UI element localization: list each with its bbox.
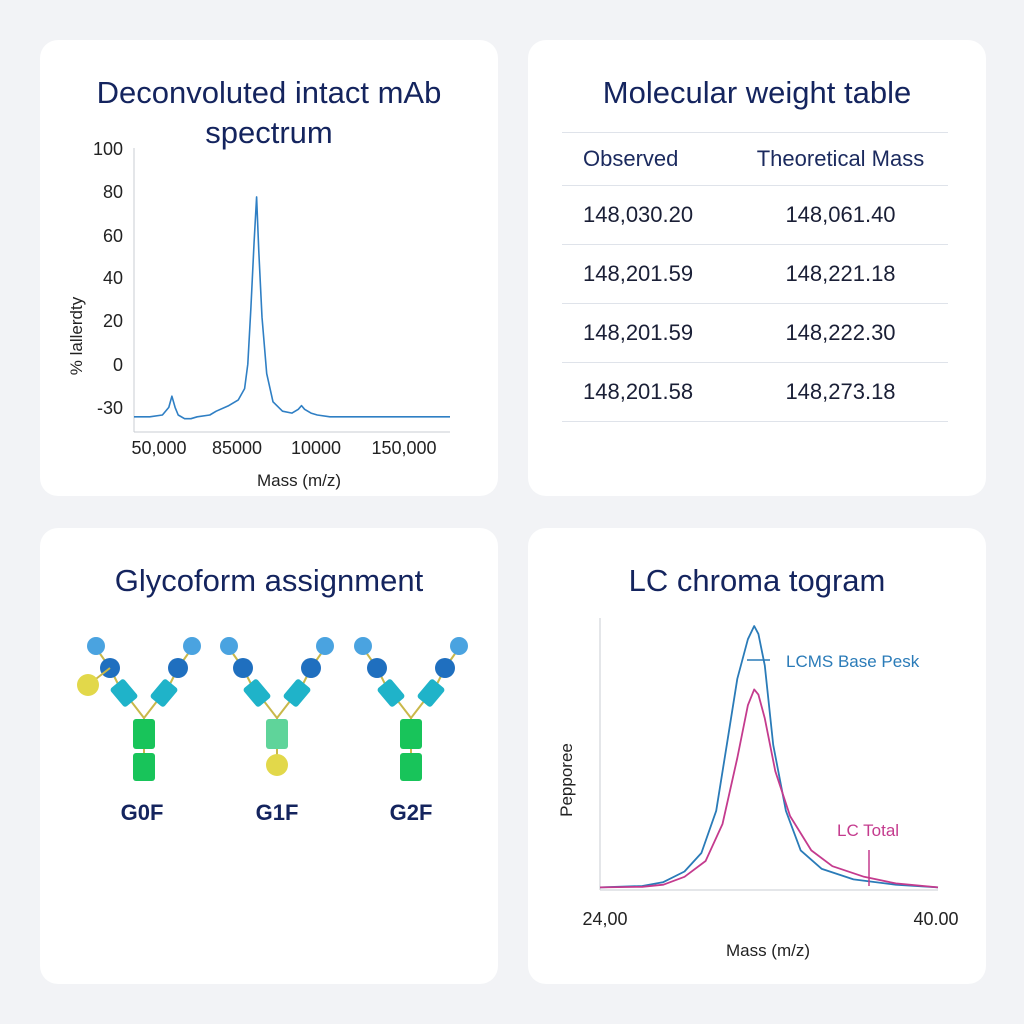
mw-table-card: Molecular weight table Observed Theoreti… [528, 40, 986, 496]
lc-x-tick-label: 24,00 [582, 909, 627, 929]
glycan-residue-square [150, 679, 178, 707]
observed-cell: 148,201.59 [562, 303, 733, 363]
spectrum-y-tick-label: 40 [103, 268, 123, 288]
table-row: 148,201.59 148,222.30 [562, 303, 948, 363]
header-theoretical: Theoretical Mass [733, 132, 948, 186]
lc-x-label: Mass (m/z) [726, 941, 810, 960]
glycan-structure [220, 637, 334, 776]
glycan-residue-square [243, 679, 271, 707]
lc-title: LC chroma togram [628, 563, 886, 598]
table-row: 148,201.58 148,273.18 [562, 362, 948, 422]
glycan-residue-circle [87, 637, 105, 655]
glycan-core-square [400, 753, 422, 781]
mw-table: Observed Theoretical Mass 148,030.20 148… [562, 132, 948, 422]
glycan-residue-square [377, 679, 405, 707]
glycan-residue-circle [435, 658, 455, 678]
glycan-core-square [133, 753, 155, 781]
lc-legend-total: LC Total [837, 821, 899, 840]
lc-legend-base-peak: LCMS Base Pesk [786, 652, 920, 671]
lc-card: LC chroma togram Pepporee Mass (m/z) 24,… [528, 528, 986, 984]
spectrum-y-tick-label: 0 [113, 355, 123, 375]
glycan-residue-circle [183, 637, 201, 655]
spectrum-y-tick-label: 60 [103, 226, 123, 246]
table-row: 148,201.59 148,221.18 [562, 244, 948, 304]
glyco-card: Glycoform assignment G0F G1F G2F [40, 528, 498, 984]
glycan-core-square [133, 719, 155, 749]
spectrum-series-line [134, 196, 450, 420]
spectrum-title: Deconvoluted intact mAb spectrum [96, 75, 442, 150]
glyco-diagram [77, 637, 468, 781]
glycan-residue-circle [354, 637, 372, 655]
glycan-core-square [400, 719, 422, 749]
table-row: 148,030.20 148,061.40 [562, 185, 948, 245]
theoretical-cell: 148,221.18 [733, 244, 948, 304]
glycan-residue-circle [233, 658, 253, 678]
theoretical-cell: 148,222.30 [733, 303, 948, 363]
glyco-label-g2f: G2F [389, 800, 433, 825]
glyco-label-g1f: G1F [255, 800, 299, 825]
mw-table-title: Molecular weight table [602, 75, 912, 110]
glycan-residue-square [417, 679, 445, 707]
glycan-residue-circle [316, 637, 334, 655]
glycan-structure [354, 637, 468, 781]
spectrum-y-tick-label: 100 [93, 139, 123, 159]
theoretical-cell: 148,061.40 [733, 185, 948, 245]
glycan-residue-circle [168, 658, 188, 678]
observed-cell: 148,201.59 [562, 244, 733, 304]
glycan-residue-circle [220, 637, 238, 655]
glycan-structure [77, 637, 201, 781]
header-observed: Observed [562, 132, 733, 186]
spectrum-x-tick-label: 85000 [212, 438, 262, 458]
lc-base-peak-line [599, 625, 939, 889]
glycan-residue-circle [450, 637, 468, 655]
observed-cell: 148,201.58 [562, 362, 733, 422]
glycan-residue-square [283, 679, 311, 707]
table-header-row: Observed Theoretical Mass [562, 132, 948, 186]
glyco-title: Glycoform assignment [114, 563, 424, 598]
lc-x-tick-label: 40.00 [913, 909, 958, 929]
glycan-residue-circle [367, 658, 387, 678]
spectrum-x-tick-label: 150,000 [371, 438, 436, 458]
spectrum-card: Deconvoluted intact mAb spectrum % lalle… [40, 40, 498, 496]
spectrum-y-label: % lallerdty [67, 296, 86, 375]
spectrum-y-tick-label: -30 [97, 398, 123, 418]
glyco-label-g0f: G0F [120, 800, 164, 825]
spectrum-x-tick-label: 10000 [291, 438, 341, 458]
glycan-galactose-circle [266, 754, 288, 776]
lc-chart: Pepporee Mass (m/z) 24,00 40.00 LCMS Base … [557, 618, 959, 960]
glycan-residue-square [110, 679, 138, 707]
spectrum-y-tick-label: 80 [103, 182, 123, 202]
glycan-fucose-circle [77, 674, 99, 696]
glycan-residue-circle [301, 658, 321, 678]
spectrum-x-label: Mass (m/z) [257, 471, 341, 490]
lc-y-label: Pepporee [557, 743, 576, 817]
glycan-core-square [266, 719, 288, 749]
spectrum-chart: % lallerdty Mass (m/z) 100 80 60 40 20 0 -30 50… [67, 139, 450, 490]
spectrum-y-tick-label: 20 [103, 311, 123, 331]
observed-cell: 148,030.20 [562, 185, 733, 245]
lc-total-line [599, 688, 939, 889]
spectrum-x-tick-label: 50,000 [131, 438, 186, 458]
theoretical-cell: 148,273.18 [733, 362, 948, 422]
